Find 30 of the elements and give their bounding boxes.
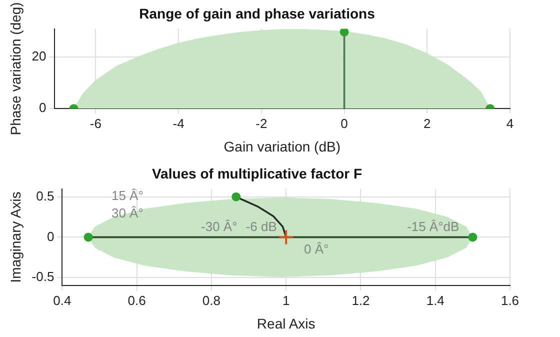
annotation: -30 Â° (201, 219, 238, 234)
annotation: 0 Â° (304, 241, 329, 256)
x-tick-label: 2 (424, 116, 431, 131)
x-tick-label: -2 (256, 116, 268, 131)
x-tick-label: 1.4 (426, 292, 444, 308)
annotation: -15 Â°dB (407, 219, 460, 234)
chart-title: Range of gain and phase variations (139, 5, 376, 22)
x-tick-label: 0.6 (128, 292, 146, 308)
y-tick-label: 0.5 (36, 188, 54, 204)
x-tick-label: -6 (90, 116, 102, 131)
y-tick-label: 0 (46, 228, 54, 244)
y-axis-title: Phase variation (deg) (7, 2, 24, 136)
annotation: 30 Â° (111, 206, 144, 221)
x-tick-label: 1.6 (500, 292, 520, 308)
y-tick-label: -0.5 (32, 269, 54, 284)
x-tick-label: 0.4 (53, 292, 72, 308)
x-tick-label: 0 (340, 116, 348, 131)
x-tick-label: 1.2 (352, 292, 370, 308)
annotation: -6 dB (246, 219, 277, 234)
x-tick-label: 4 (506, 116, 514, 131)
y-tick-label: 0 (39, 100, 46, 116)
annotation: 15 Â° (111, 188, 144, 204)
chart-title: Values of multiplicative factor F (152, 165, 362, 182)
x-axis-title: Gain variation (dB) (224, 138, 340, 154)
x-tick-label: 1 (282, 292, 290, 308)
x-tick-label: 0.8 (202, 292, 221, 308)
x-tick-label: -4 (172, 116, 184, 131)
y-axis-title: Imaginary Axis (7, 192, 24, 283)
x-axis-title: Real Axis (256, 315, 316, 332)
y-tick-label: 20 (32, 48, 46, 64)
